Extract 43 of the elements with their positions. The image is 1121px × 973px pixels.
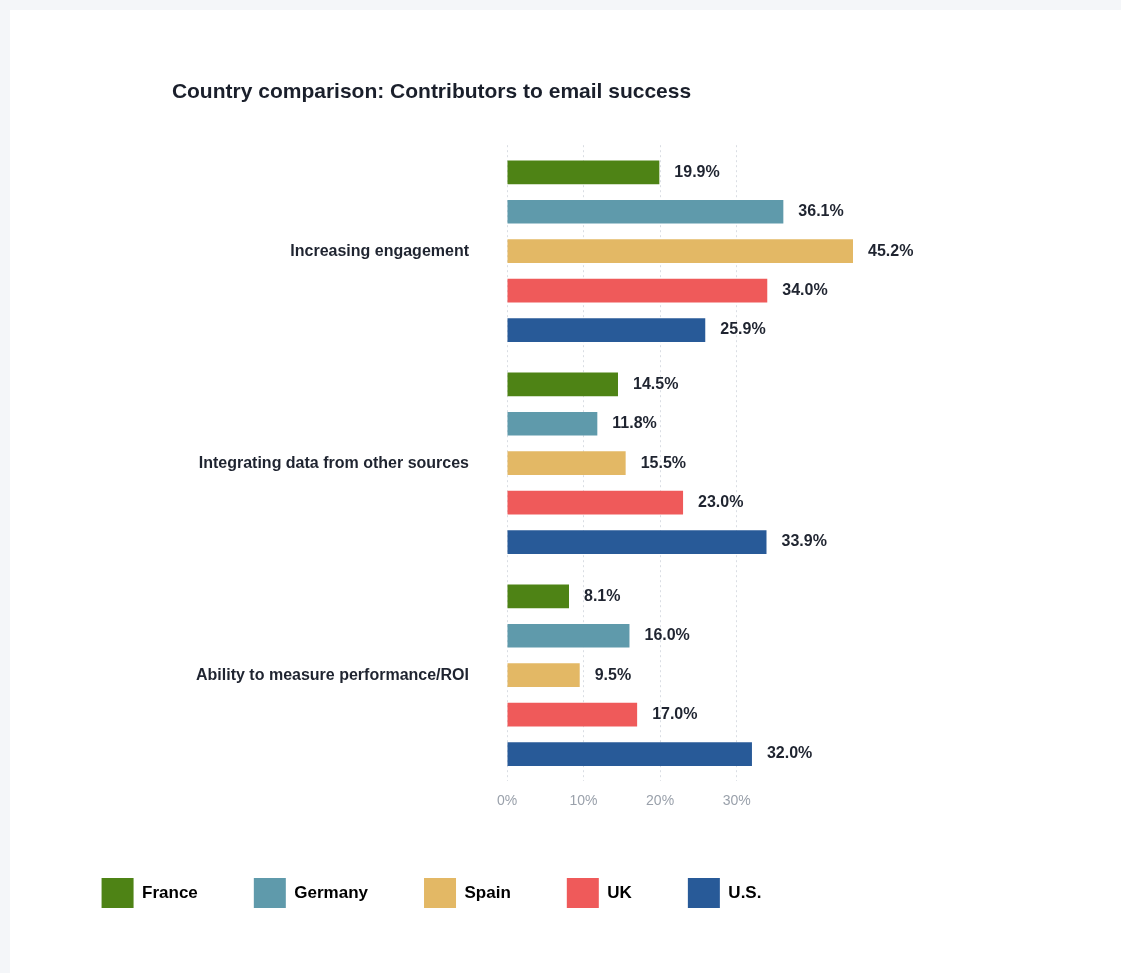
text: 16.0%: [644, 626, 690, 644]
bar: [507, 411, 598, 436]
text: 32.0%: [766, 744, 813, 762]
x-tick-label: 30%: [722, 792, 751, 809]
bar: [507, 372, 618, 397]
text: 9.5%: [594, 665, 632, 683]
bar: [507, 490, 684, 515]
text: 19.9%: [674, 162, 720, 180]
text: 15.5%: [640, 453, 687, 471]
text: 34.0%: [782, 281, 828, 299]
legend-label: France: [142, 882, 198, 902]
x-tick-label: 10%: [569, 792, 598, 809]
legend-label: UK: [607, 882, 633, 902]
y-tick-label: Increasing engagement: [290, 241, 470, 259]
legend-label: Spain: [464, 882, 511, 902]
bar: [507, 239, 853, 264]
legend-label: Germany: [294, 882, 369, 902]
bar: [507, 318, 706, 342]
bar: [507, 160, 660, 185]
bar: [507, 451, 626, 476]
bar: [507, 278, 768, 303]
chart-title: Country comparison: Contributors to email success: [171, 79, 692, 103]
bar: [507, 663, 580, 688]
legend-label: U.S.: [728, 882, 762, 902]
text: 11.8%: [612, 414, 657, 432]
bar: [507, 702, 638, 727]
y-tick-label: Integrating data from other sources: [198, 453, 470, 471]
text: 25.9%: [720, 320, 766, 338]
bar: [507, 742, 752, 766]
text: 14.5%: [633, 374, 679, 392]
text: 17.0%: [652, 705, 698, 723]
bar: [507, 623, 630, 648]
bar: [507, 584, 569, 609]
text: 36.1%: [798, 202, 844, 220]
text: 8.1%: [584, 586, 621, 604]
text: 45.2%: [868, 241, 914, 259]
bar: [507, 530, 767, 554]
bar: [507, 199, 784, 224]
text: 23.0%: [698, 493, 744, 511]
x-tick-label: 20%: [646, 792, 675, 809]
x-tick-label: 0%: [496, 792, 518, 809]
text: 33.9%: [781, 532, 827, 550]
y-tick-label: Ability to measure performance/ROI: [196, 665, 469, 683]
